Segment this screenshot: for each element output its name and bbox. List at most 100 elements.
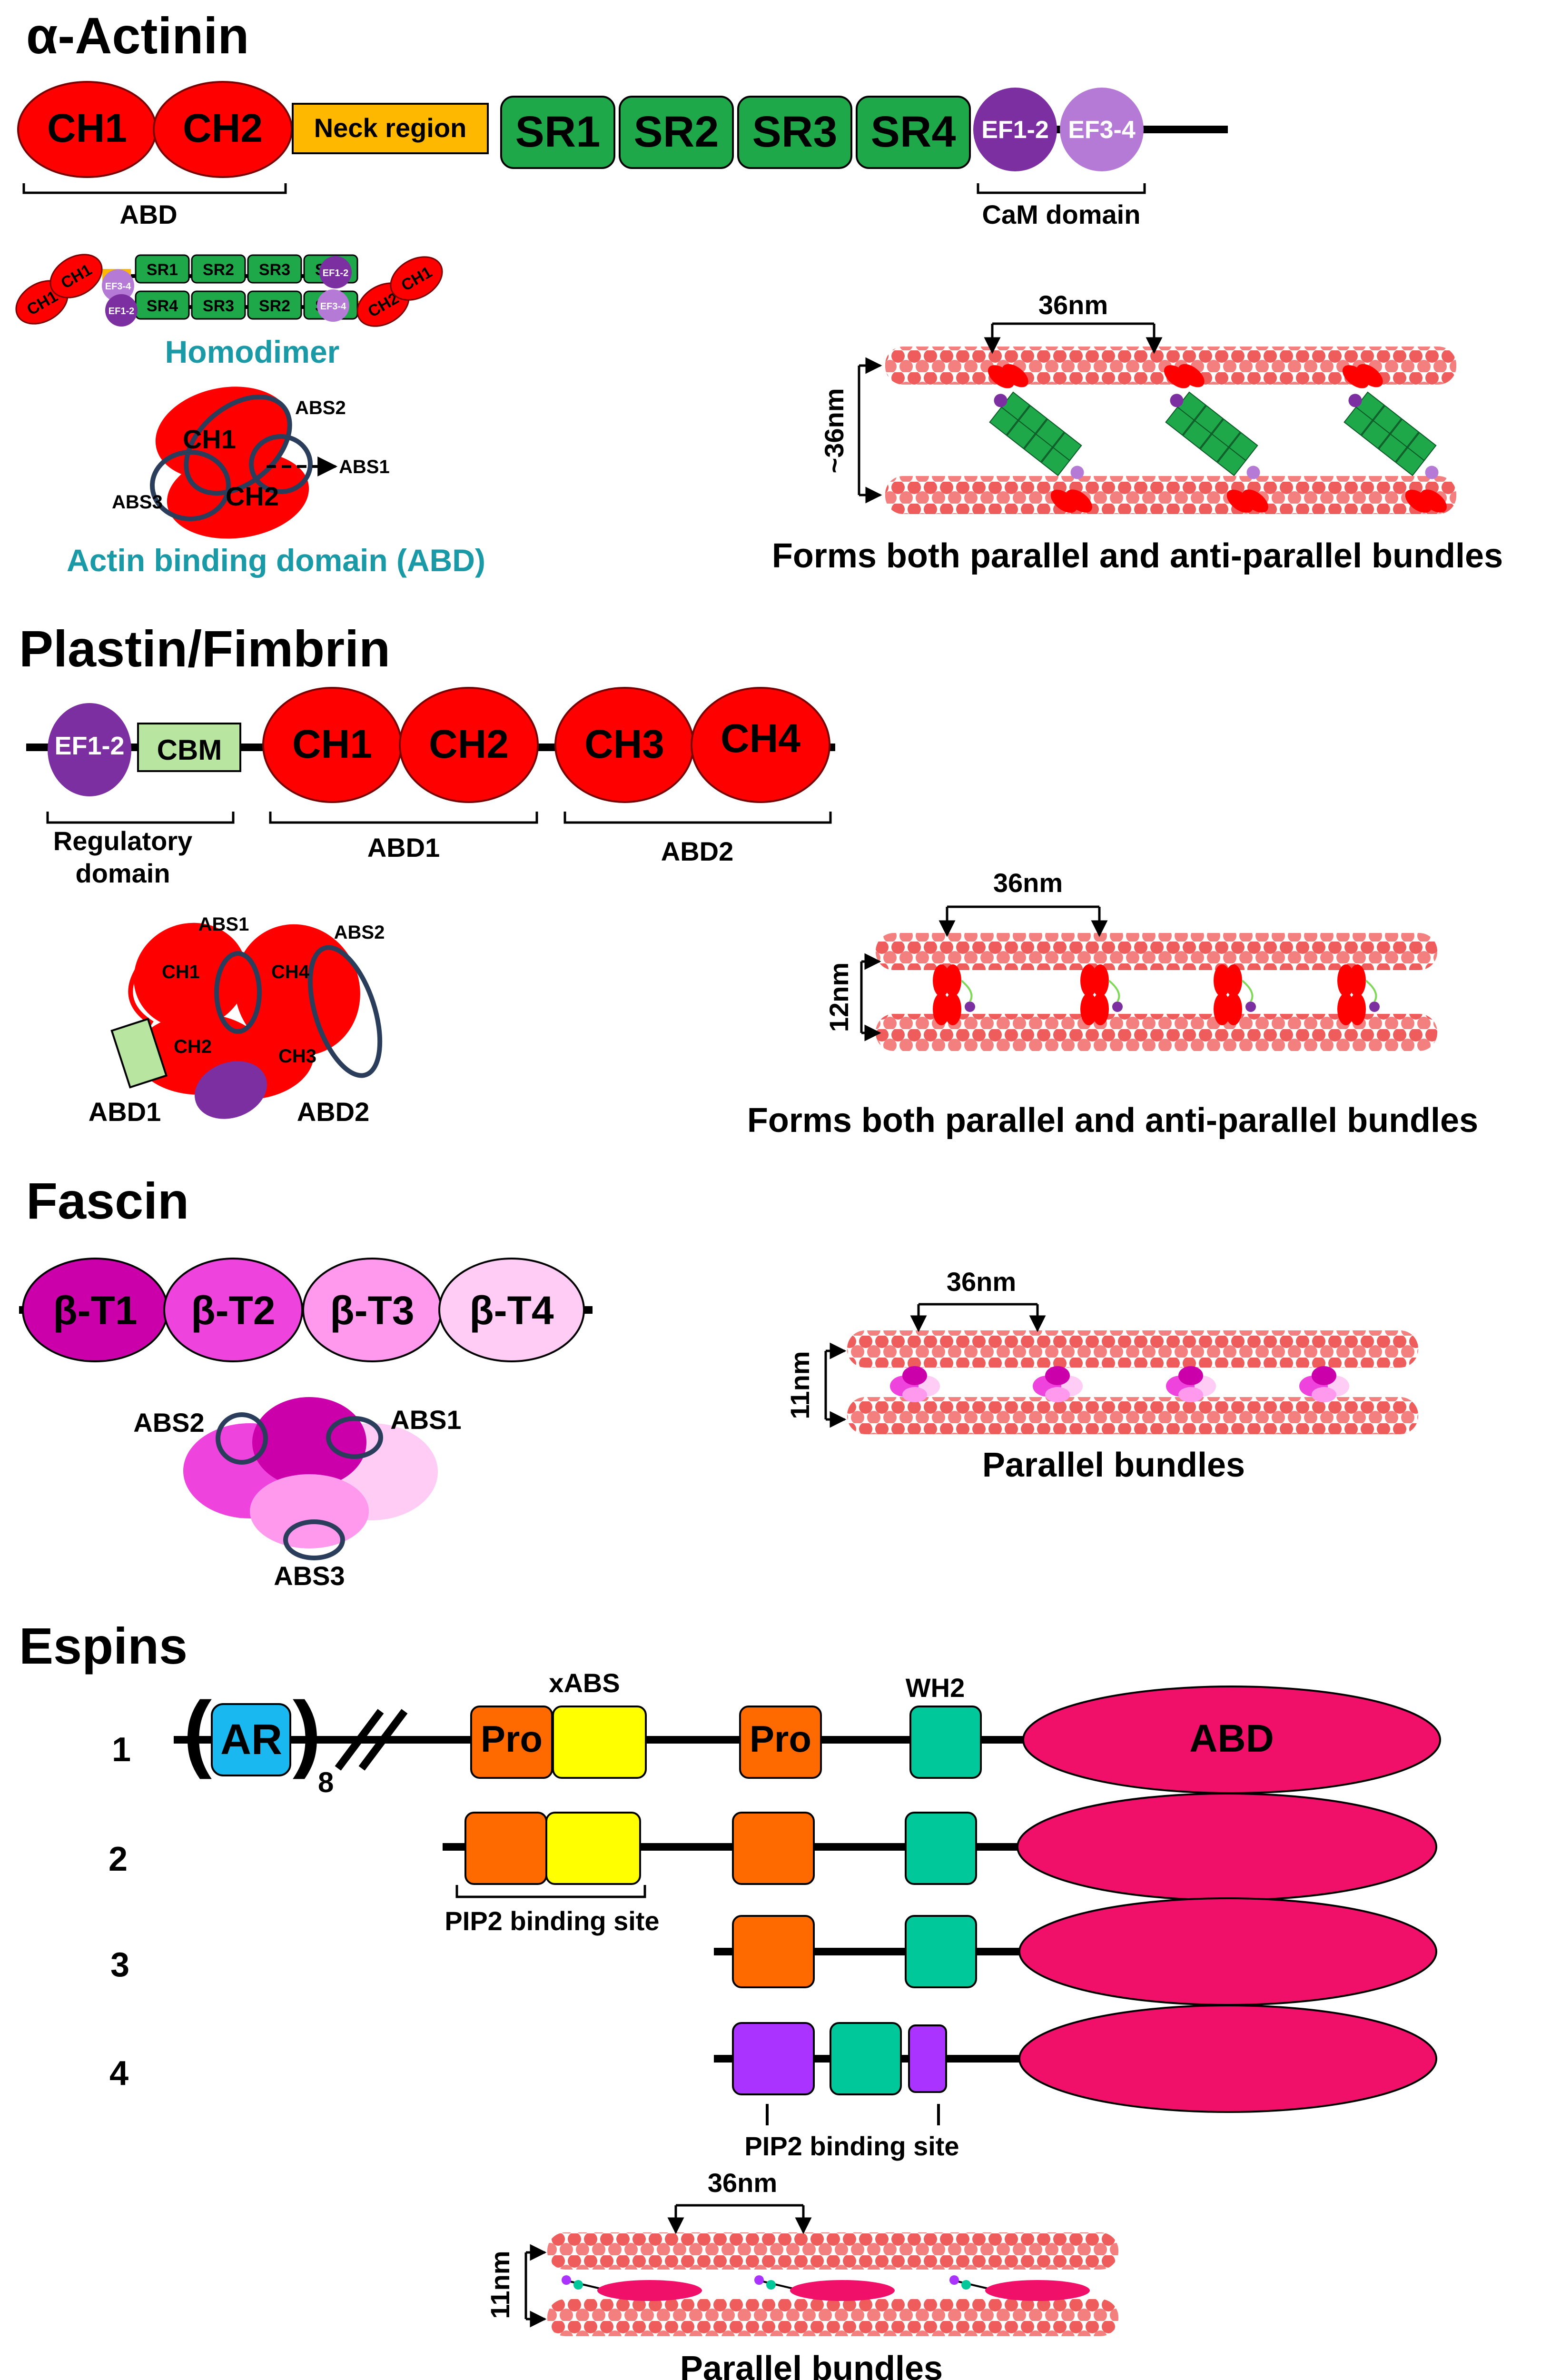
plastin-bundle-filament-bottom: [876, 1014, 1437, 1051]
espin2-pip2-label: PIP2 binding site: [445, 1906, 659, 1936]
plastin-bundle: 36nm 12nm Forms both parallel and anti-p…: [747, 868, 1478, 1140]
espins-title: Espins: [19, 1617, 188, 1675]
homodimer-ef-left-bottom-label: EF1-2: [109, 306, 134, 317]
fascin-bt2-label: β-T2: [191, 1288, 275, 1333]
fascin-bt3-label: β-T3: [330, 1288, 414, 1333]
espin1-pro-label: Pro: [481, 1718, 543, 1760]
espin-crosslinker-2: [754, 2275, 895, 2301]
espin-isoform-1-number: 1: [112, 1731, 131, 1769]
plastin-regulatory-bracket: [46, 812, 235, 824]
plastin-fold-abd1: ABD1: [89, 1097, 161, 1127]
plastin-abd1-bracket: [269, 812, 538, 824]
actinin-sr1-label: SR1: [515, 108, 601, 156]
actinin-crosslinker-3: [1342, 364, 1447, 513]
homodimer-label: Homodimer: [165, 334, 340, 369]
actinin-ef12-domain: [973, 88, 1057, 171]
actinin-domain-map: CH1 CH2 Neck region SR1 SR2 SR3 SR4 EF1-…: [17, 81, 1228, 229]
plastin-crosslinker-4: [1337, 964, 1380, 1025]
homodimer-top-sr-3-label: SR3: [259, 261, 290, 279]
ar-close-paren: ): [293, 1684, 321, 1780]
plastin-domain-map: EF1-2 CBM CH1 CH2 CH3 CH4 Regulatory dom…: [26, 687, 835, 888]
homodimer-ef-left-top-label: EF3-4: [105, 281, 131, 292]
espin4-pip2-domain: [732, 2022, 815, 2095]
fascin-domain-map: β-T1 β-T2 β-T3 β-T4: [19, 1258, 593, 1362]
plastin-fold-ch2: CH2: [174, 1036, 212, 1057]
plastin-ef12-label: EF1-2: [54, 732, 124, 760]
actinin-sr2-label: SR2: [634, 108, 719, 156]
fascin-crosslinker-1: [890, 1366, 940, 1402]
espin4-abd-domain: [1018, 2004, 1437, 2113]
espin-ar-domain: [211, 1703, 291, 1776]
plastin-abd2-bracket: [563, 812, 832, 824]
plastin-abd2-label: ABD2: [661, 836, 733, 866]
actinin-bundle-filament-bottom: [885, 476, 1456, 514]
plastin-fold-abd2: ABD2: [297, 1097, 369, 1127]
fascin-crosslinker-4: [1299, 1366, 1349, 1402]
homodimer-top-sr-3: [247, 254, 302, 284]
actinin-abd-bracket: [22, 183, 287, 194]
actinin-ef34-label: EF3-4: [1068, 116, 1136, 144]
espin2-wh2-domain: [905, 1812, 977, 1885]
actinin-fold-abs1: ABS1: [339, 456, 390, 477]
homodimer-ch-left-2: [49, 254, 103, 298]
plastin-bundle-caption: Forms both parallel and anti-parallel bu…: [747, 1101, 1478, 1140]
plastin-fold-ch3: CH3: [278, 1046, 316, 1067]
actinin-fold-ch2: CH2: [226, 481, 279, 511]
plastin-bundle-width: 12nm: [824, 962, 854, 1032]
espin-break-mark-1: [335, 1709, 384, 1771]
actinin-bundle-width: ~36nm: [819, 388, 849, 474]
actinin-neck-label: Neck region: [314, 113, 467, 143]
actinin-sr3-domain: [737, 96, 852, 169]
espin4-pip2-label: PIP2 binding site: [744, 2131, 959, 2161]
espin3-pro-domain: [732, 1915, 815, 1988]
plastin-bundle-filament-top: [876, 933, 1437, 970]
plastin-fold-ch1: CH1: [162, 962, 200, 982]
fascin-bundle: 36nm 11nm Parallel bundles: [785, 1267, 1418, 1484]
actinin-cam-label: CaM domain: [982, 199, 1141, 229]
homodimer-ef-right-top-label: EF1-2: [323, 268, 348, 278]
actinin-crosslinker-2: [1164, 364, 1268, 513]
plastin-ch4-domain: [691, 687, 830, 803]
espin-ar-label: AR: [220, 1716, 282, 1764]
plastin-ch3-label: CH3: [584, 722, 664, 766]
espin1-pro2-label: Pro: [750, 1718, 811, 1760]
plastin-fold-ch4: CH4: [271, 962, 310, 982]
actinin-cam-bracket: [977, 183, 1146, 194]
homodimer-ef-left-top: [102, 269, 134, 302]
actinin-abd-fold-label: Actin binding domain (ABD): [67, 543, 485, 578]
espin-isoform-2: 2 PIP2 binding site: [109, 1793, 1437, 1936]
fascin-bundle-width: 11nm: [785, 1351, 815, 1419]
actinin-ch1-label: CH1: [47, 106, 127, 150]
fascin-crosslinker-3: [1166, 1366, 1216, 1402]
ar-open-paren: (: [183, 1684, 212, 1780]
fascin-bt4-label: β-T4: [469, 1288, 554, 1333]
fascin-bt1-label: β-T1: [53, 1288, 137, 1333]
espin-crosslinker-3: [949, 2275, 1090, 2301]
plastin-abd1-label: ABD1: [367, 833, 440, 863]
homodimer-bottom-sr-2: [191, 290, 246, 320]
fascin-bt4-domain: [438, 1258, 585, 1362]
fascin-bundle-spacing: 36nm: [947, 1267, 1016, 1297]
espin-bundle-filament-top: [547, 2232, 1118, 2270]
actinin-sr1-domain: [500, 96, 615, 169]
espin1-xabs-domain: [552, 1706, 647, 1779]
espin1-pro2-domain: [739, 1706, 822, 1779]
homodimer-ef-right-bottom-label: EF3-4: [320, 301, 346, 312]
actinin-bundle: 36nm ~36nm Forms both parallel and anti-…: [772, 290, 1503, 575]
plastin-cbm-domain: [137, 723, 241, 772]
espin-isoform-3: 3: [110, 1897, 1437, 2006]
espin-isoform-2-number: 2: [109, 1840, 128, 1878]
homodimer-top-sr-2: [191, 254, 246, 284]
espin-isoform-3-number: 3: [110, 1946, 129, 1984]
plastin-ch2-label: CH2: [429, 722, 509, 766]
plastin-fold: CH1 CH4 CH2 CH3 ABS1 ABS2 ABD1 ABD2: [89, 914, 385, 1127]
actinin-fold-abs2: ABS2: [295, 397, 346, 418]
actinin-sr2-domain: [619, 96, 734, 169]
fascin-bundle-caption: Parallel bundles: [982, 1446, 1245, 1484]
actinin-abd-label: ABD: [119, 199, 177, 229]
actinin-ch2-label: CH2: [183, 106, 263, 150]
plastin-fold-abs2: ABS2: [334, 922, 385, 943]
espin-bundle-spacing: 36nm: [708, 2168, 777, 2198]
